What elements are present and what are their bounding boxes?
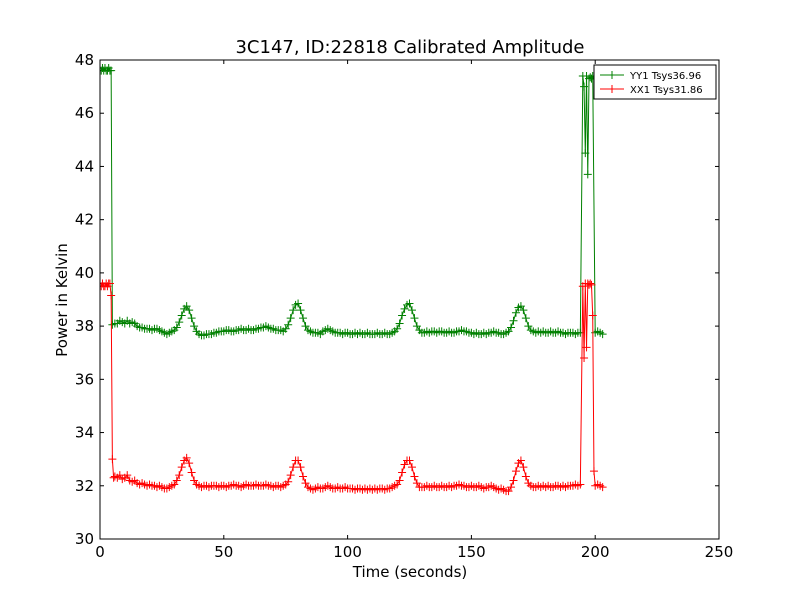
data-point [580,82,589,91]
data-point [588,311,597,320]
data-point [187,468,196,477]
y-tick-label: 38 [75,317,94,335]
data-point [172,476,181,485]
data-point [177,311,186,320]
data-point [185,306,194,315]
data-point [405,299,414,308]
data-point [583,170,592,179]
x-tick-label: 100 [333,543,362,561]
data-point [284,477,293,486]
y-tick-label: 46 [75,104,94,122]
data-point [511,308,520,317]
data-point [286,314,295,323]
x-axis-label: Time (seconds) [352,563,468,581]
data-point [589,467,598,476]
legend-marker [608,85,616,93]
data-point [299,472,308,481]
x-tick-label: 50 [214,543,233,561]
x-tick-label: 150 [457,543,486,561]
y-tick-label: 48 [75,51,94,69]
y-tick-label: 32 [75,477,94,495]
data-point [172,323,181,332]
data-point [519,306,528,315]
legend-label: XX1 Tsys31.86 [630,85,703,96]
data-point [299,314,308,323]
data-point [190,322,199,331]
y-tick-label: 40 [75,264,94,282]
legend-label: YY1 Tsys36.96 [629,71,701,82]
data-point [410,472,419,481]
data-point [521,472,530,481]
data-point [410,314,419,323]
data-point [395,476,404,485]
data-point [108,455,117,464]
y-axis-label: Power in Kelvin [53,243,71,357]
data-point [511,467,520,476]
y-tick-label: 36 [75,370,94,388]
data-point [407,306,416,315]
data-point [107,291,116,300]
data-point [582,343,591,352]
y-tick-label: 44 [75,157,94,175]
data-point [175,471,184,480]
data-point [507,483,516,492]
x-tick-label: 200 [581,543,610,561]
x-tick-label: 0 [95,543,105,561]
plot-area [100,63,607,496]
x-tick-label: 250 [705,543,734,561]
series-1 [100,63,607,340]
data-point [586,279,595,288]
data-point [284,320,293,329]
data-point [185,459,194,468]
data-point [289,463,298,472]
data-point [395,319,404,328]
data-point [519,463,528,472]
data-point [187,314,196,323]
data-point [393,324,402,333]
data-point [576,480,585,489]
data-point [407,463,416,472]
data-point [289,306,298,315]
axes: 0 50 100 150 200 250 30 32 34 36 38 40 42 44 46 48 [75,51,733,561]
y-tick-label: 30 [75,530,94,548]
legend-item: XX1 Tsys31.86 [600,85,703,96]
legend-box [593,64,717,100]
data-point [581,149,590,158]
data-point [516,456,525,465]
data-point [398,311,407,320]
legend-marker [608,71,616,79]
data-point [123,471,132,480]
plot-frame [99,59,720,540]
data-point [509,476,518,485]
data-point [576,328,585,337]
data-point [286,471,295,480]
data-point [175,318,184,327]
data-point [598,483,607,492]
legend: YY1 Tsys36.96 XX1 Tsys31.86 [593,64,717,100]
data-point [296,463,305,472]
chart-title: 3C147, ID:22818 Calibrated Amplitude [235,37,584,58]
data-point [587,280,596,289]
legend-item: YY1 Tsys36.96 [600,71,701,82]
series-2 [100,279,607,496]
data-point [580,354,589,363]
data-point [598,330,607,339]
y-tick-label: 42 [75,211,94,229]
data-point [182,453,191,462]
data-point [521,314,530,323]
data-point [398,468,407,477]
y-tick-label: 34 [75,424,94,442]
data-point [105,279,114,288]
data-point [509,316,518,325]
data-point [296,306,305,315]
data-point [107,66,116,75]
data-point [177,463,186,472]
data-point [405,456,414,465]
data-point [294,299,303,308]
data-point [294,456,303,465]
data-point [507,323,516,332]
